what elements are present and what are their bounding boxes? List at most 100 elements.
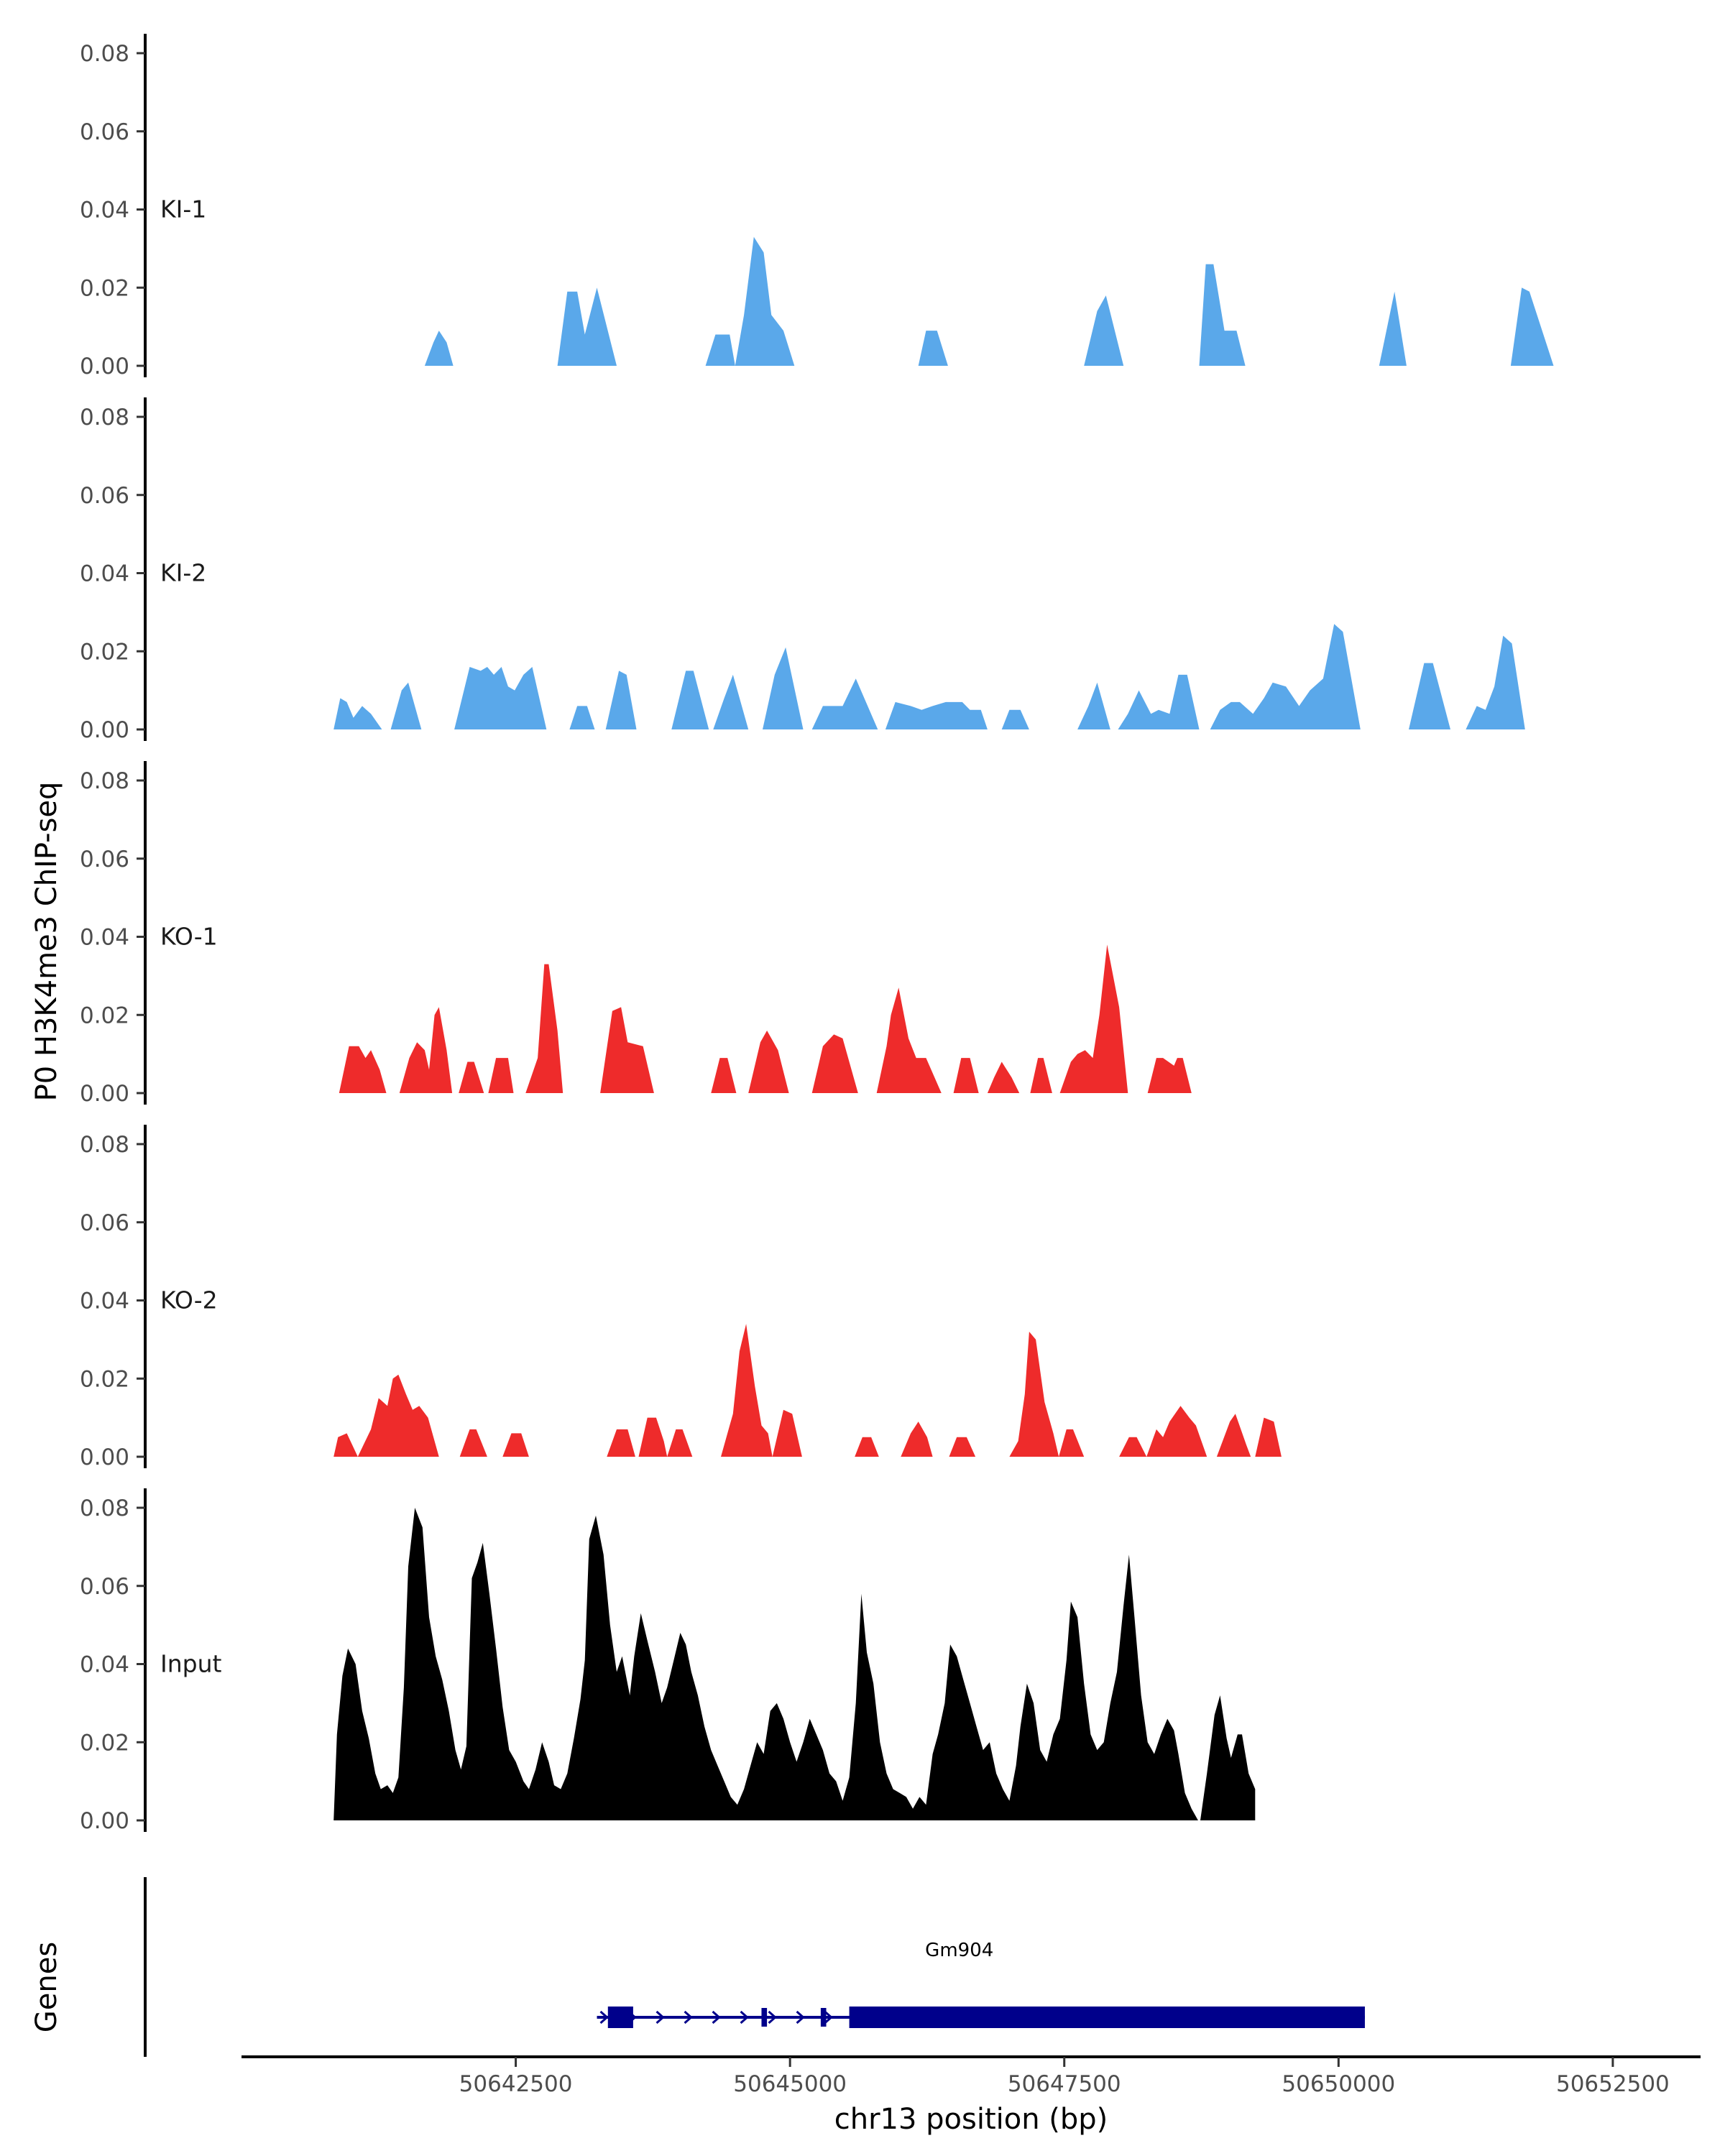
signal-area <box>811 1034 858 1093</box>
track-ki-1: 0.00 0.02 0.04 0.06 0.08 KI-1 <box>80 34 1554 379</box>
gene-exon <box>820 2008 827 2027</box>
track-ko-2: 0.00 0.02 0.04 0.06 0.08 KO-2 <box>80 1125 1282 1470</box>
y-tick-label: 0.08 <box>80 1496 129 1521</box>
x-tick-label: 50645000 <box>733 2071 847 2097</box>
signal-area <box>987 1061 1020 1093</box>
track-label: KO-1 <box>160 923 218 951</box>
x-axis-title: chr13 position (bp) <box>834 2103 1108 2136</box>
y-tick-label: 0.04 <box>80 925 129 951</box>
signal-area <box>334 1433 358 1457</box>
y-tick-label: 0.02 <box>80 1366 129 1392</box>
y-tick-label: 0.08 <box>80 768 129 794</box>
y-tick-label: 0.06 <box>80 483 129 509</box>
signal-area <box>713 674 749 729</box>
signal-area <box>1084 295 1124 366</box>
signal-area <box>1030 1058 1052 1093</box>
signal-area <box>918 331 948 366</box>
signal-area <box>772 1409 802 1457</box>
signal-area <box>390 682 422 729</box>
y-tick-label: 0.08 <box>80 41 129 67</box>
y-tick-label: 0.02 <box>80 639 129 665</box>
track-label: KI-2 <box>160 559 206 587</box>
y-tick-label: 0.06 <box>80 1574 129 1600</box>
gene-exon <box>849 2007 1365 2028</box>
gene-panel: Genes Gm904 <box>30 1877 1365 2057</box>
x-axis: 50642500 50645000 50647500 50650000 50652500… <box>242 2055 1701 2136</box>
signal-area <box>763 647 804 729</box>
signal-area <box>1199 264 1246 366</box>
y-tick-label: 0.04 <box>80 561 129 587</box>
track-ki-2: 0.00 0.02 0.04 0.06 0.08 KI-2 <box>80 397 1525 743</box>
signal-area <box>1059 944 1128 1093</box>
gene-gm904: Gm904 <box>597 1940 1365 2028</box>
strand-arrow <box>796 2010 805 2024</box>
signal-area <box>334 698 382 729</box>
y-tick-label: 0.00 <box>80 1808 129 1834</box>
tracks: 0.00 0.02 0.04 0.06 0.08 KI-1 0.00 0.02 0.04 0.06… <box>80 34 1554 1834</box>
signal-area <box>605 671 637 729</box>
signal-area <box>1200 1695 1256 1820</box>
signal-area <box>671 671 709 729</box>
x-ticks: 50642500 50645000 50647500 50650000 50652500 <box>459 2057 1670 2097</box>
genes-axis-title: Genes <box>30 1942 63 2032</box>
signal-area <box>885 701 988 729</box>
signal-area <box>399 1007 453 1093</box>
y-tick-label: 0.00 <box>80 1445 129 1470</box>
gene-name-label: Gm904 <box>925 1940 993 1961</box>
x-tick-label: 50652500 <box>1556 2071 1670 2097</box>
signal-area <box>953 1058 979 1093</box>
signal-area <box>1001 709 1029 729</box>
y-tick-label: 0.04 <box>80 198 129 224</box>
signal-area <box>705 334 735 366</box>
signal-area <box>607 1429 635 1457</box>
signal-area <box>459 1061 484 1093</box>
track-label: KI-1 <box>160 195 206 224</box>
track-ko-1: 0.00 0.02 0.04 0.06 0.08 KO-1 <box>80 761 1192 1107</box>
signal-area <box>1146 1406 1208 1457</box>
signal-area <box>1216 1414 1251 1457</box>
y-tick-label: 0.00 <box>80 717 129 743</box>
signal-area <box>424 331 454 366</box>
track-label: KO-2 <box>160 1286 218 1314</box>
x-tick-label: 50642500 <box>459 2071 573 2097</box>
strand-arrow <box>684 2010 693 2024</box>
y-tick-label: 0.04 <box>80 1652 129 1678</box>
strand-arrow <box>824 2010 833 2024</box>
signal-area <box>735 236 795 366</box>
x-tick-label: 50650000 <box>1282 2071 1395 2097</box>
signal-area <box>711 1058 737 1093</box>
signal-area <box>569 706 595 729</box>
strand-arrow <box>712 2010 721 2024</box>
signal-area <box>1009 1332 1059 1457</box>
signal-area <box>876 987 942 1093</box>
signal-area <box>1466 635 1525 729</box>
signal-area <box>1210 624 1361 729</box>
signal-area <box>721 1324 773 1457</box>
x-tick-label: 50647500 <box>1008 2071 1121 2097</box>
y-axis-title: P0 H3K4me3 ChIP-seq <box>30 782 63 1102</box>
strand-arrow <box>768 2010 777 2024</box>
signal-area <box>1255 1417 1282 1457</box>
y-tick-label: 0.02 <box>80 1003 129 1028</box>
track-label: Input <box>160 1650 222 1678</box>
signal-area <box>855 1437 879 1457</box>
signal-area <box>488 1058 514 1093</box>
signal-area <box>1119 1437 1147 1457</box>
y-tick-label: 0.00 <box>80 1081 129 1107</box>
strand-arrow <box>740 2010 749 2024</box>
y-tick-label: 0.06 <box>80 119 129 145</box>
signal-area <box>901 1422 933 1457</box>
gene-exon <box>607 2007 633 2028</box>
signal-area <box>525 964 564 1093</box>
y-tick-label: 0.08 <box>80 405 129 430</box>
signal-area <box>1510 287 1554 366</box>
signal-area <box>557 287 617 366</box>
y-tick-label: 0.04 <box>80 1289 129 1314</box>
y-tick-label: 0.00 <box>80 354 129 379</box>
signal-area <box>1077 682 1110 729</box>
signal-area <box>357 1374 439 1457</box>
strand-arrow <box>599 2010 609 2024</box>
signal-area <box>949 1437 976 1457</box>
signal-area <box>1409 663 1450 729</box>
